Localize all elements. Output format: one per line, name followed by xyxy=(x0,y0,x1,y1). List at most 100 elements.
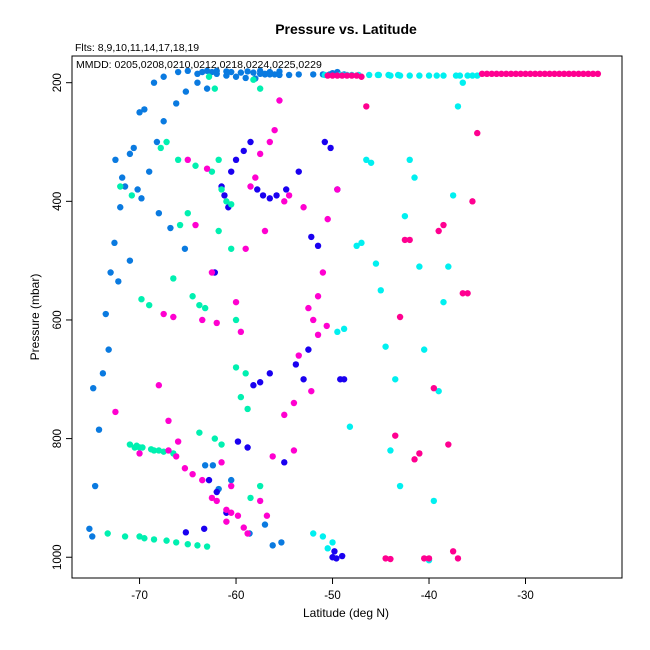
data-point xyxy=(517,70,524,78)
data-point xyxy=(173,453,180,460)
data-point xyxy=(343,72,351,79)
data-point xyxy=(112,408,119,416)
data-point xyxy=(126,150,134,158)
data-point xyxy=(261,71,269,78)
x-tick-label: -50 xyxy=(324,590,341,602)
data-point xyxy=(435,227,442,235)
data-point xyxy=(203,85,211,92)
data-point xyxy=(184,67,191,75)
data-point xyxy=(281,198,288,205)
data-point xyxy=(319,533,327,540)
data-point xyxy=(348,72,356,79)
data-point xyxy=(281,459,288,466)
data-point xyxy=(211,85,219,92)
data-point xyxy=(416,72,423,79)
data-point xyxy=(440,72,447,79)
data-point xyxy=(242,370,249,377)
data-point xyxy=(358,73,365,80)
data-point xyxy=(208,494,216,502)
data-point xyxy=(527,70,534,78)
y-tick-label: 1000 xyxy=(52,544,64,570)
chart-title: Pressure vs. Latitude xyxy=(275,21,417,37)
data-point xyxy=(367,159,375,166)
data-point xyxy=(338,72,346,79)
data-point xyxy=(250,69,257,76)
data-point xyxy=(160,448,167,455)
data-point xyxy=(232,298,240,306)
data-point xyxy=(111,239,118,247)
data-point xyxy=(314,331,322,338)
data-point xyxy=(228,509,235,516)
data-point xyxy=(256,497,264,505)
data-point xyxy=(244,68,251,75)
data-point xyxy=(138,195,145,202)
data-point xyxy=(478,70,486,78)
x-tick-label: -40 xyxy=(421,590,438,602)
data-point xyxy=(182,529,190,536)
data-point xyxy=(213,488,220,496)
chart-subtitle: Flts: 8,9,10,11,14,17,18,19 xyxy=(75,42,199,54)
data-point xyxy=(107,269,114,276)
data-point xyxy=(254,186,261,193)
data-point xyxy=(430,384,438,392)
data-point xyxy=(252,174,259,181)
data-point xyxy=(232,364,240,371)
data-point xyxy=(128,192,136,199)
data-point xyxy=(308,387,315,395)
data-point xyxy=(221,192,228,199)
data-point xyxy=(300,204,307,211)
data-point xyxy=(420,555,428,562)
data-point xyxy=(223,518,230,525)
data-point xyxy=(382,343,389,350)
data-point xyxy=(174,156,182,164)
data-point xyxy=(199,476,206,484)
data-point xyxy=(208,68,216,76)
data-point xyxy=(522,70,529,78)
data-point xyxy=(232,73,240,80)
data-point xyxy=(117,204,124,211)
y-tick-label: 800 xyxy=(52,429,64,448)
data-point xyxy=(136,109,143,116)
data-point xyxy=(340,376,348,383)
data-point xyxy=(165,447,172,454)
data-point xyxy=(454,103,462,110)
data-point xyxy=(174,438,182,445)
data-point xyxy=(244,405,251,413)
data-point xyxy=(89,533,96,540)
data-point xyxy=(324,72,331,79)
data-point xyxy=(136,533,143,540)
data-point xyxy=(372,260,380,267)
data-point xyxy=(256,379,264,386)
data-point xyxy=(145,301,153,309)
data-point xyxy=(469,72,476,79)
data-point xyxy=(445,263,452,270)
data-point xyxy=(196,429,203,436)
data-point xyxy=(401,236,409,244)
data-point xyxy=(167,224,174,232)
data-point xyxy=(247,494,254,502)
data-point xyxy=(375,71,383,79)
data-point xyxy=(406,156,413,164)
data-point xyxy=(250,76,257,83)
data-point xyxy=(237,328,245,336)
data-point xyxy=(454,555,462,562)
data-point xyxy=(173,539,180,546)
data-point xyxy=(406,72,413,79)
data-point xyxy=(290,447,298,454)
data-point xyxy=(134,186,141,193)
data-point xyxy=(503,70,510,78)
data-point xyxy=(456,72,464,79)
data-point xyxy=(99,370,107,377)
data-point xyxy=(203,543,211,550)
data-point xyxy=(256,482,264,490)
data-point xyxy=(425,72,433,79)
data-point xyxy=(176,221,184,229)
data-point xyxy=(560,70,568,78)
data-point xyxy=(283,186,290,193)
x-tick-label: -70 xyxy=(131,590,148,602)
data-point xyxy=(105,346,112,353)
data-point xyxy=(247,138,254,146)
data-points xyxy=(86,67,602,564)
data-point xyxy=(170,313,177,321)
